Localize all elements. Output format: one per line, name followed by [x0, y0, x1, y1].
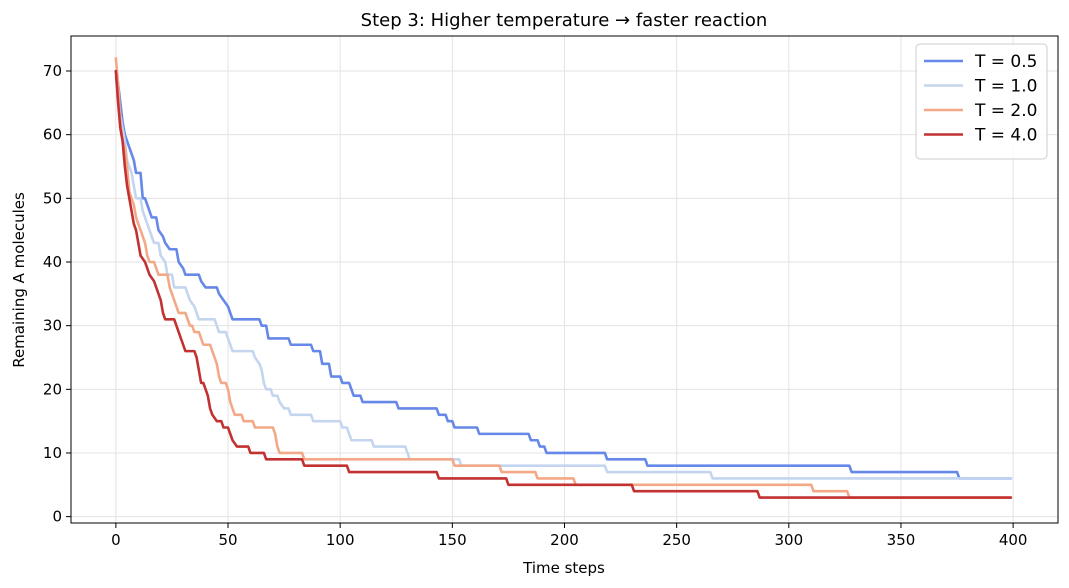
- y-tick-label: 30: [43, 317, 62, 335]
- y-axis-label: Remaining A molecules: [10, 192, 28, 368]
- chart-title: Step 3: Higher temperature → faster reac…: [361, 10, 768, 31]
- y-tick-label: 10: [43, 444, 62, 462]
- y-tick-label: 50: [43, 189, 62, 207]
- legend-box: [915, 43, 1048, 160]
- y-axis-ticks: 0 10 20 30 40 50 60 70: [43, 62, 71, 526]
- x-tick-label: 350: [887, 531, 916, 549]
- series-line-3: [114, 56, 1013, 499]
- x-tick-label: 50: [218, 531, 237, 549]
- series-line-4: [114, 69, 1013, 499]
- legend-label: T = 2.0: [974, 101, 1037, 121]
- x-tick-label: 100: [326, 531, 355, 549]
- x-axis-label: Time steps: [522, 559, 605, 577]
- x-tick-label: 150: [438, 531, 467, 549]
- legend-label: T = 4.0: [974, 126, 1037, 146]
- y-tick-label: 70: [43, 62, 62, 80]
- legend-label: T = 0.5: [974, 52, 1037, 72]
- grid: [71, 36, 1058, 523]
- legend-label: T = 1.0: [974, 77, 1037, 97]
- legend: T = 0.5 T = 1.0 T = 2.0 T = 4.0: [915, 43, 1048, 160]
- x-tick-label: 200: [550, 531, 579, 549]
- y-tick-label: 40: [43, 253, 62, 271]
- x-axis-ticks: 0 50 100 150 200 250 300 350 400: [111, 523, 1027, 549]
- x-tick-label: 300: [774, 531, 803, 549]
- y-tick-label: 0: [52, 508, 62, 526]
- x-tick-label: 400: [999, 531, 1028, 549]
- series-line-1: [114, 69, 1013, 480]
- series-lines: [114, 56, 1013, 499]
- x-tick-label: 250: [662, 531, 691, 549]
- x-tick-label: 0: [111, 531, 121, 549]
- y-tick-label: 20: [43, 380, 62, 398]
- y-tick-label: 60: [43, 126, 62, 144]
- series-line-2: [114, 76, 1013, 480]
